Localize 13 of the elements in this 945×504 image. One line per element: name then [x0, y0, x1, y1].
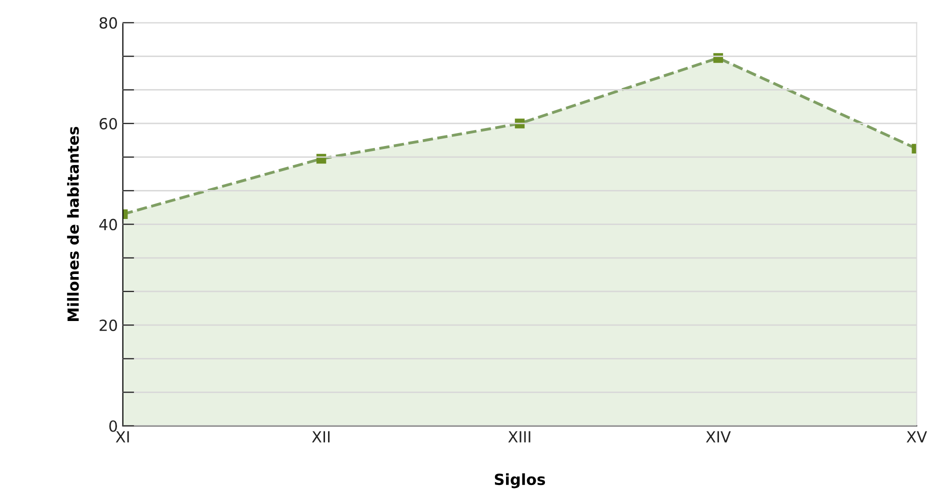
point [514, 118, 525, 128]
x-tick-label: XV [906, 431, 927, 442]
x-tick-label: XII [312, 431, 330, 442]
y-tick-label: 80 [100, 17, 117, 29]
y-tick-label: 40 [99, 218, 117, 230]
x-tick-label: XI [116, 431, 129, 442]
y-tick-label: 60 [100, 118, 117, 130]
y-tick-label: 20 [100, 320, 117, 332]
y-tick-label: 0 [109, 420, 117, 432]
x-axis-title: Siglos [494, 473, 546, 488]
x-tick-label: XIII [508, 431, 530, 442]
y-axis-title: Millones de habitantes [67, 126, 79, 322]
x-tick-label: XIV [706, 431, 731, 442]
